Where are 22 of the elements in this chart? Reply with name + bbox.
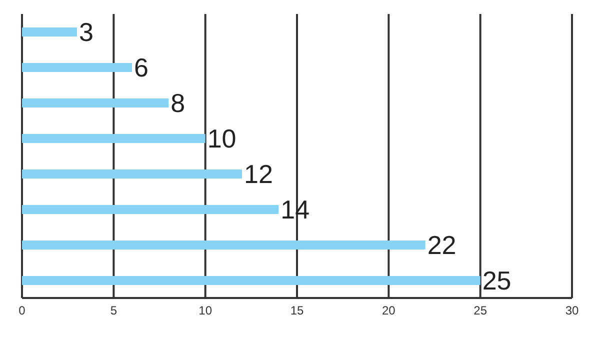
data-label: 25: [482, 266, 512, 296]
x-tick-label: 10: [198, 304, 212, 318]
bar: [22, 276, 480, 285]
bar: [22, 62, 132, 72]
data-label: 12: [244, 159, 273, 190]
data-label: 3: [79, 17, 94, 48]
x-tick-label: 5: [110, 304, 118, 318]
data-label: 10: [207, 124, 236, 154]
x-tick-label: 25: [474, 304, 488, 318]
x-tick-label: 30: [565, 304, 579, 318]
bar: [22, 134, 206, 143]
data-label: 22: [427, 230, 456, 260]
x-tick-label: 20: [382, 304, 396, 318]
bar: [22, 27, 77, 36]
bar: [22, 204, 279, 214]
x-tick-label: 15: [290, 304, 304, 318]
bar: [22, 240, 426, 250]
bar: [22, 98, 169, 108]
x-tick-label: 0: [18, 304, 26, 318]
data-label: 6: [134, 52, 148, 83]
data-label: 8: [170, 88, 186, 118]
bar: [22, 169, 242, 178]
